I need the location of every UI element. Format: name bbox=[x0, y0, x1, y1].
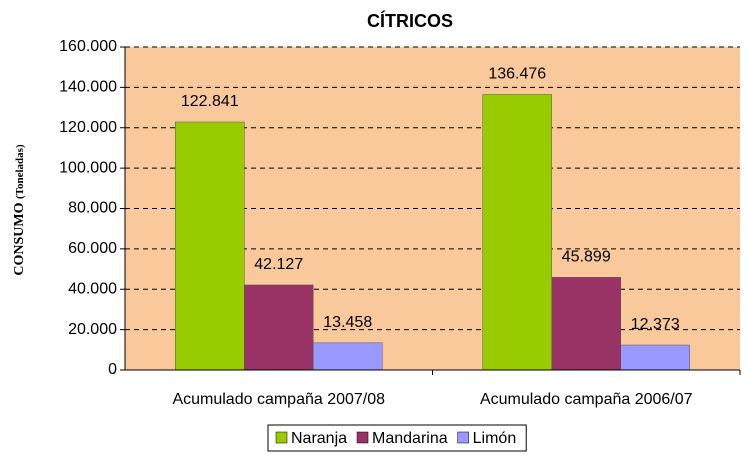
y-tick-label: 160.000 bbox=[59, 38, 117, 55]
value-label: 122.841 bbox=[181, 93, 239, 110]
y-tick-label: 20.000 bbox=[68, 321, 117, 338]
y-label-unit: (Toneladas) bbox=[14, 144, 26, 199]
bar bbox=[175, 121, 245, 371]
bar bbox=[244, 284, 314, 371]
legend-swatch bbox=[457, 431, 469, 444]
legend-label: Naranja bbox=[291, 430, 347, 447]
value-label: 12.373 bbox=[631, 316, 680, 333]
y-label-main: CONSUMO bbox=[12, 202, 27, 275]
legend-swatch bbox=[356, 431, 369, 444]
legend-swatch bbox=[275, 431, 288, 444]
y-tick-label: 40.000 bbox=[68, 280, 117, 297]
value-label: 13.458 bbox=[323, 314, 372, 331]
y-tick-label: 80.000 bbox=[68, 200, 117, 217]
bar bbox=[620, 344, 690, 371]
bar bbox=[482, 94, 552, 371]
y-tick-label: 60.000 bbox=[68, 240, 117, 257]
value-label: 45.899 bbox=[562, 249, 611, 266]
y-axis-label: CONSUMO (Toneladas) bbox=[12, 144, 27, 276]
bar bbox=[551, 277, 621, 371]
chart-title: CÍTRICOS bbox=[367, 10, 453, 31]
x-tick-label: Acumulado campaña 2007/08 bbox=[172, 391, 385, 408]
y-tick-label: 100.000 bbox=[59, 159, 117, 176]
x-tick-label: Acumulado campaña 2006/07 bbox=[480, 391, 693, 408]
value-label: 42.127 bbox=[254, 256, 303, 273]
legend-label: Mandarina bbox=[372, 430, 448, 447]
y-tick-label: 0 bbox=[108, 361, 117, 378]
legend-label: Limón bbox=[473, 430, 517, 447]
bar bbox=[313, 342, 383, 371]
legend-box bbox=[267, 424, 527, 452]
legend: Naranja Mandarina Limón bbox=[267, 424, 527, 452]
value-label: 136.476 bbox=[488, 66, 546, 83]
y-tick-label: 120.000 bbox=[59, 119, 117, 136]
y-tick-label: 140.000 bbox=[59, 79, 117, 96]
